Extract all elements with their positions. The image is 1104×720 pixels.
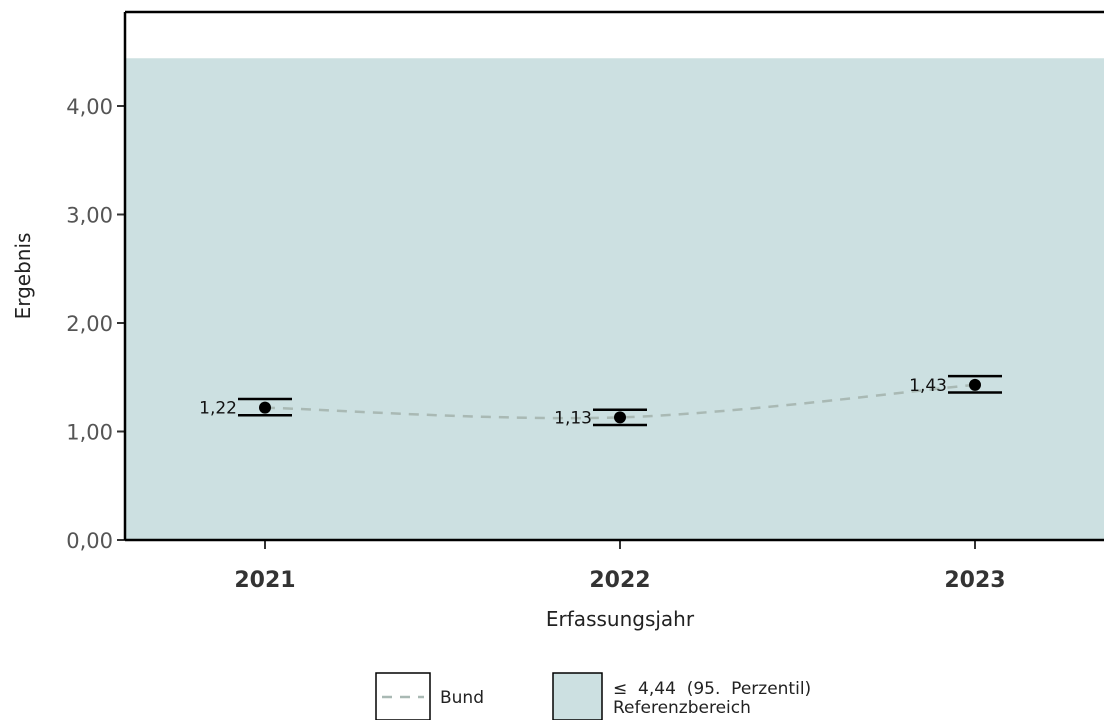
- x-tick-label: 2023: [944, 568, 1005, 593]
- y-axis-title: Ergebnis: [11, 233, 35, 320]
- data-label: 1,22: [199, 399, 237, 419]
- legend-reference-line1: ≤ 4,44 (95. Perzentil): [613, 679, 811, 699]
- y-axis: 0,00 1,00 2,00 3,00 4,00: [66, 95, 125, 553]
- y-tick-label: 0,00: [66, 529, 113, 553]
- x-axis-title: Erfassungsjahr: [546, 607, 695, 631]
- data-label: 1,43: [909, 376, 947, 396]
- y-tick-label: 2,00: [66, 312, 113, 336]
- data-point: [614, 411, 626, 424]
- x-tick-label: 2022: [589, 568, 650, 593]
- y-tick-label: 4,00: [66, 95, 113, 119]
- data-point: [259, 401, 271, 414]
- data-label: 1,13: [554, 408, 592, 428]
- reference-area: [125, 58, 1104, 540]
- legend-bund-label: Bund: [440, 688, 484, 708]
- data-marks: 1,22 1,13 1,43: [199, 374, 1002, 428]
- x-axis: 2021 2022 2023: [234, 540, 1006, 593]
- y-tick-label: 3,00: [66, 204, 113, 228]
- legend-reference-line2: Referenzbereich: [613, 698, 751, 718]
- legend: Bund ≤ 4,44 (95. Perzentil) Referenzbere…: [375, 672, 811, 720]
- data-point: [969, 378, 981, 391]
- x-tick-label: 2021: [234, 568, 295, 593]
- legend-reference-key: [552, 672, 603, 720]
- y-tick-label: 1,00: [66, 421, 113, 445]
